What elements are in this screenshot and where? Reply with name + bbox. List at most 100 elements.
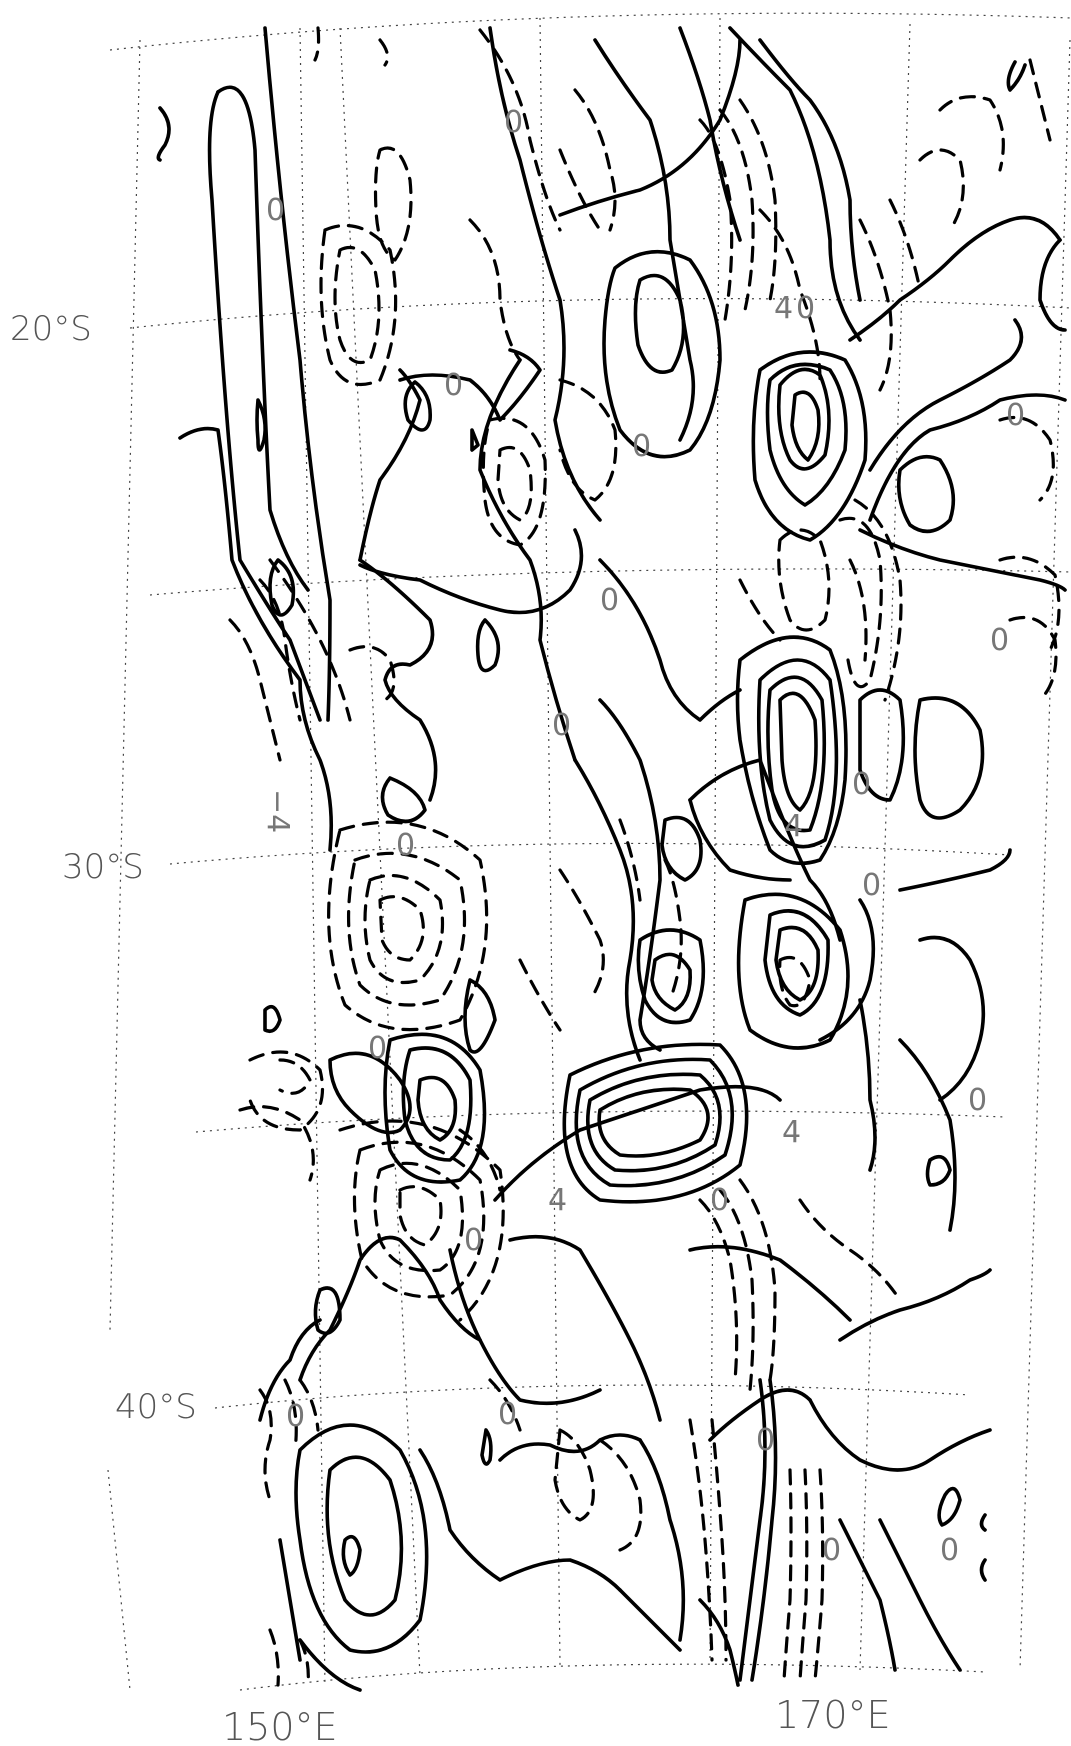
contour-label: 0	[990, 623, 1009, 658]
latitude-label: 20°S	[10, 309, 92, 349]
contour-line	[738, 1378, 767, 1682]
contour-line	[858, 998, 877, 1172]
contour-labels: 0 0 0 0 0 0 0 0 0 0 0 0 0 0 0 0 0 0 0 0 …	[260, 105, 1025, 1568]
map-top-border	[109, 12, 1071, 51]
contour-line	[937, 1486, 962, 1527]
contour-label: 0	[796, 291, 815, 326]
contour-line	[358, 528, 584, 615]
contour-line	[313, 26, 321, 62]
contour-line	[728, 26, 862, 342]
contour-line	[708, 1388, 812, 1442]
contour-line	[493, 1084, 782, 1202]
contour-line	[418, 1448, 622, 1592]
contour-label: 4	[784, 809, 803, 844]
contour-line	[508, 1234, 662, 1422]
contour-label: 0	[444, 368, 463, 403]
contour-line	[327, 820, 489, 1032]
contour-line	[798, 1198, 902, 1302]
contour-line	[813, 1468, 825, 1682]
contour-line	[341, 1534, 362, 1577]
contour-line	[481, 416, 547, 547]
contour-line	[598, 558, 742, 722]
contour-line	[470, 428, 480, 452]
contour-line	[553, 1428, 595, 1522]
contour-line	[333, 245, 381, 365]
contour-line	[373, 146, 413, 262]
contour-line	[378, 38, 390, 67]
contour-line	[328, 1051, 412, 1135]
contour-line	[838, 1268, 992, 1342]
contour-line	[918, 935, 986, 1102]
contour-line	[766, 675, 827, 833]
contour-line	[688, 798, 792, 882]
contour-line	[403, 380, 433, 432]
contour-label: 0	[504, 105, 523, 140]
contour-line	[338, 1119, 505, 1322]
contour-label: 4	[782, 1115, 801, 1150]
contour-line	[352, 1140, 486, 1299]
contour-line	[782, 1468, 793, 1682]
contour-line	[498, 1433, 642, 1462]
contour-line	[688, 1244, 852, 1322]
contour-line	[586, 1072, 722, 1173]
contour-line	[1008, 615, 1058, 702]
contour-line	[178, 426, 333, 852]
contour-label: 0	[710, 1183, 729, 1218]
contour-line	[480, 1428, 493, 1466]
axis-labels: 20°S 30°S 40°S 150°E 170°E	[10, 309, 891, 1746]
contour-line	[698, 1198, 739, 1382]
contour-line	[979, 1558, 987, 1582]
contour-line	[573, 88, 617, 232]
longitude-label: 150°E	[222, 1705, 338, 1746]
contour-line	[319, 223, 398, 387]
lat-line-25s	[149, 568, 1071, 596]
contour-line	[868, 318, 1024, 472]
contour-line	[248, 1050, 325, 1132]
contour-line	[363, 873, 445, 985]
contour-line	[268, 558, 296, 617]
contour-line	[790, 390, 821, 462]
contour-line	[738, 578, 782, 642]
contour-label: 0	[266, 193, 285, 228]
contour-line	[818, 898, 876, 1042]
contour-line	[618, 1588, 682, 1652]
contour-line	[255, 398, 267, 452]
contour-line	[268, 558, 352, 722]
lat-line-30s	[169, 842, 1011, 865]
contour-line	[558, 378, 618, 502]
contour-line	[1006, 60, 1027, 92]
contour-line	[298, 1638, 310, 1687]
contour-line	[258, 578, 302, 722]
lat-line-20s	[129, 298, 1071, 329]
contour-line	[858, 528, 1067, 592]
contour-line	[633, 273, 686, 374]
contour-line	[718, 108, 755, 312]
contour-line	[678, 26, 742, 242]
contour-line	[602, 249, 722, 459]
contour-line	[750, 1378, 778, 1682]
contour-line	[263, 1004, 282, 1034]
contour-line	[416, 1075, 458, 1142]
contour-line	[918, 148, 965, 232]
contour-line	[298, 1378, 320, 1432]
lat-line-35s	[195, 1110, 1006, 1133]
contour-line	[207, 90, 322, 722]
contour-line	[278, 1538, 302, 1662]
map-left-edge	[107, 1469, 131, 1691]
lon-line-1	[109, 39, 141, 1331]
lat-line-40s	[214, 1384, 971, 1409]
contour-line	[294, 1423, 429, 1654]
lon-line-5	[709, 17, 721, 1663]
contour-line	[838, 516, 883, 689]
contour-label: 0	[1006, 398, 1025, 433]
contour-label: −4	[260, 789, 295, 833]
contour-line	[558, 868, 605, 1002]
contour-line	[573, 758, 642, 1062]
contour-label: 0	[552, 708, 571, 743]
lon-line-4	[539, 17, 561, 1666]
contour-line	[496, 445, 533, 522]
contour-label: 0	[968, 1083, 987, 1118]
contour-line	[938, 95, 1005, 172]
contour-line	[458, 1128, 502, 1192]
contour-line	[898, 1038, 957, 1232]
